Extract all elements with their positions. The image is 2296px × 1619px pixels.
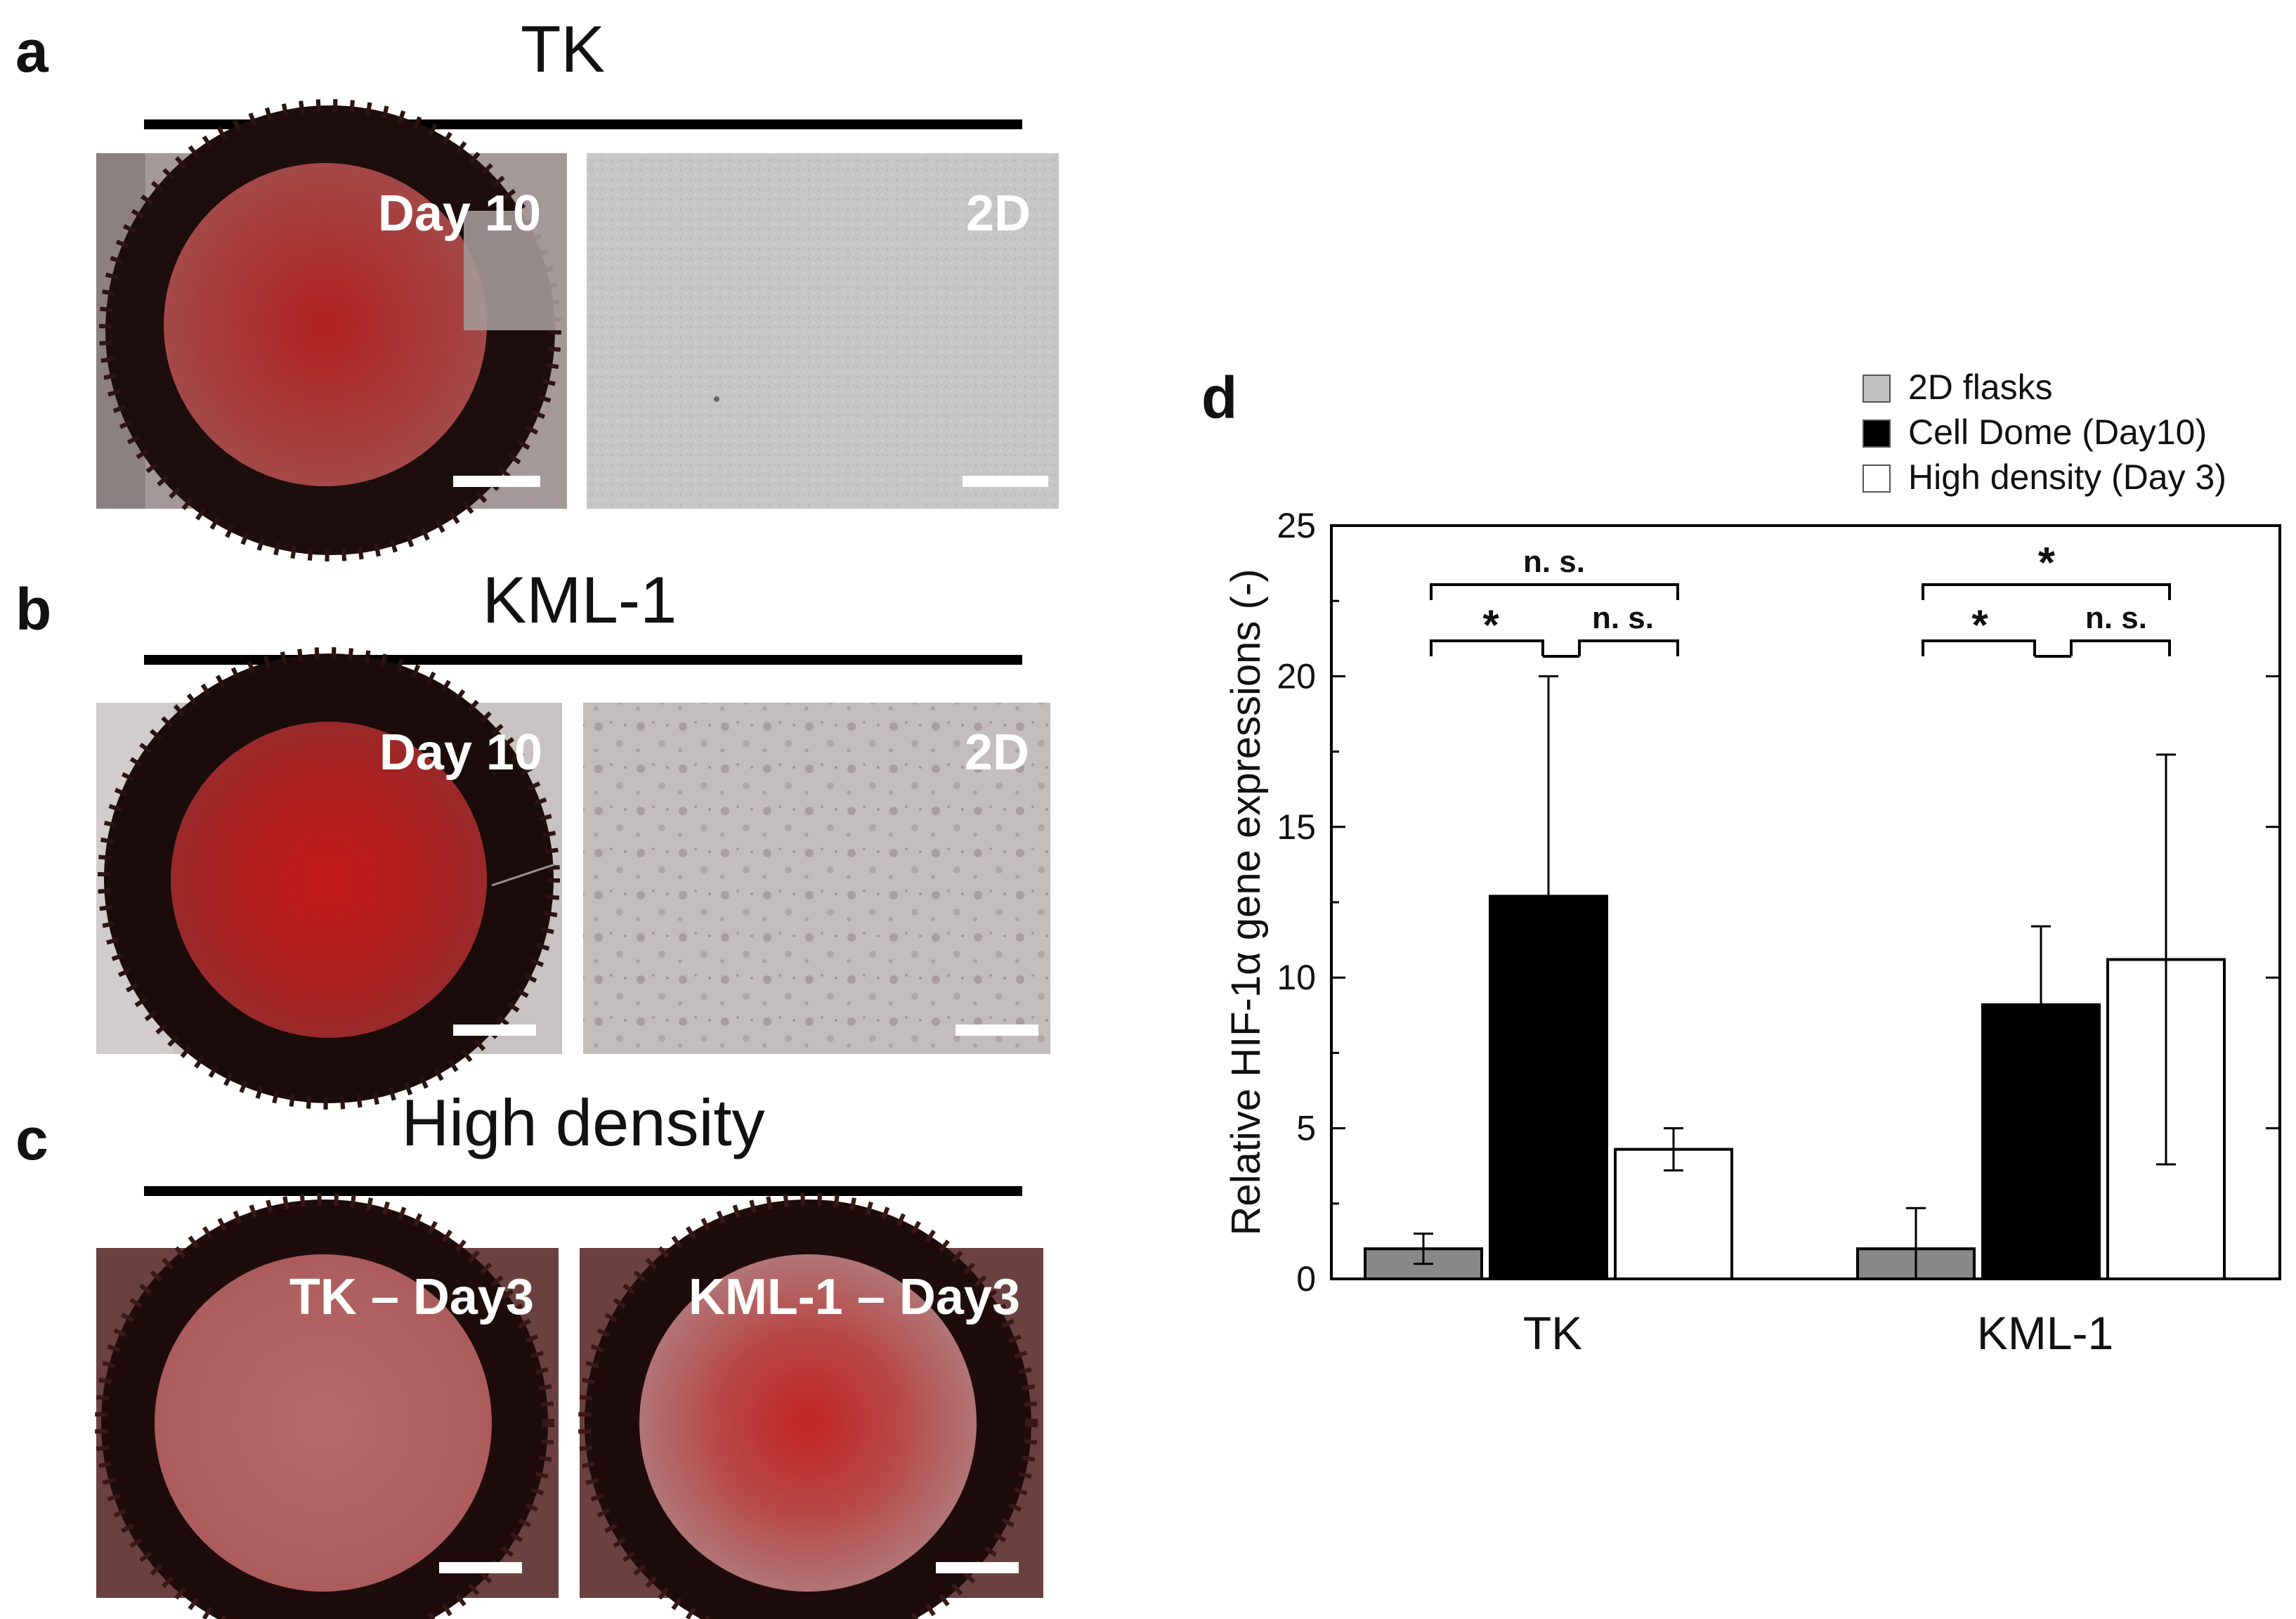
panel-b-title: KML-1: [483, 563, 677, 637]
scale-bar: [439, 1562, 522, 1573]
sig-label-kml-left: *: [1971, 602, 1988, 649]
significance-bracket: [1922, 583, 2171, 600]
panel-c-title-bar: [144, 1186, 1022, 1196]
panel-label-a: a: [15, 18, 49, 84]
image-tk-2d: 2D: [587, 153, 1059, 509]
image-kml-day10: Day 10: [96, 647, 562, 1110]
image-tk-day10: Day 10: [96, 99, 567, 561]
chart-legend: 2D flasks Cell Dome (Day10) High density (…: [1863, 368, 2226, 497]
panel-a-title: TK: [521, 12, 605, 86]
panel-c-title: High density: [401, 1086, 764, 1159]
significance-bracket: [2070, 639, 2171, 656]
y-axis: 0 5 10 15 20 25: [1277, 506, 2280, 1299]
tag-day10-a: Day 10: [378, 186, 541, 242]
panel-label-c: c: [15, 1106, 48, 1172]
panel-c: c High density TK – Day3 KML-1 – Day3: [15, 1086, 1043, 1619]
panel-d: d 2D flasks Cell Dome (Day10) High density…: [1201, 365, 2281, 1359]
scale-bar: [955, 1025, 1038, 1036]
y-tick-label: 0: [1296, 1259, 1316, 1299]
sig-label-kml-right: n. s.: [2085, 601, 2147, 635]
scale-bar: [453, 476, 540, 487]
y-tick-label: 5: [1296, 1109, 1316, 1148]
bar-chart: 0 5 10 15 20 25 Relative HIF-1α gene expressi…: [1223, 506, 2281, 1359]
significance-bracket: [1922, 639, 2036, 656]
sig-label-tk-right: n. s.: [1592, 601, 1654, 635]
bar-1-1: [1981, 1003, 2101, 1280]
error-bars: [1414, 675, 2176, 1280]
bars: [1364, 895, 2226, 1281]
panel-a: a TK Day 10 2D: [15, 12, 1059, 561]
panel-b: b KML-1 Day 10 2D: [15, 563, 1050, 1110]
significance-brackets: n. s. * n. s. * * n. s.: [1430, 539, 2171, 658]
legend-swatch: [1863, 464, 1891, 493]
image-kml-day3: KML-1 – Day3: [578, 1193, 1043, 1619]
panel-label-b: b: [15, 576, 51, 642]
scale-bar: [936, 1562, 1019, 1573]
y-tick-label: 10: [1277, 958, 1316, 997]
sig-label-tk-top: n. s.: [1523, 545, 1585, 579]
x-category-label: KML-1: [1977, 1307, 2113, 1359]
significance-bracket: [1430, 583, 1679, 600]
panel-label-d: d: [1201, 365, 1237, 431]
legend-label: High density (Day 3): [1908, 457, 2226, 497]
sig-label-tk-left: *: [1482, 602, 1499, 649]
tag-kml-day3: KML-1 – Day3: [689, 1269, 1020, 1325]
legend-swatch: [1863, 375, 1891, 403]
image-tk-day3: TK – Day3: [95, 1193, 559, 1619]
legend-label: 2D flasks: [1908, 368, 2053, 407]
x-category-label: TK: [1523, 1307, 1582, 1359]
significance-bracket: [1430, 639, 1544, 656]
image-kml-2d: 2D: [583, 703, 1050, 1054]
x-axis: TK KML-1: [1523, 1265, 2113, 1359]
significance-bracket: [1578, 639, 1679, 656]
y-tick-label: 25: [1277, 506, 1316, 545]
legend-swatch: [1863, 420, 1891, 448]
tag-2d-b: 2D: [965, 724, 1029, 781]
tag-2d-a: 2D: [966, 186, 1031, 242]
tag-tk-day3: TK – Day3: [289, 1269, 534, 1325]
y-tick-label: 20: [1277, 656, 1316, 696]
tag-day10-b: Day 10: [379, 724, 542, 781]
scale-bar: [963, 476, 1048, 487]
y-axis-label: Relative HIF-1α gene expressions (-): [1223, 569, 1269, 1236]
legend-label: Cell Dome (Day10): [1908, 412, 2207, 452]
scale-bar: [453, 1025, 536, 1036]
y-tick-label: 15: [1277, 807, 1316, 847]
sig-label-kml-top: *: [2038, 539, 2056, 587]
